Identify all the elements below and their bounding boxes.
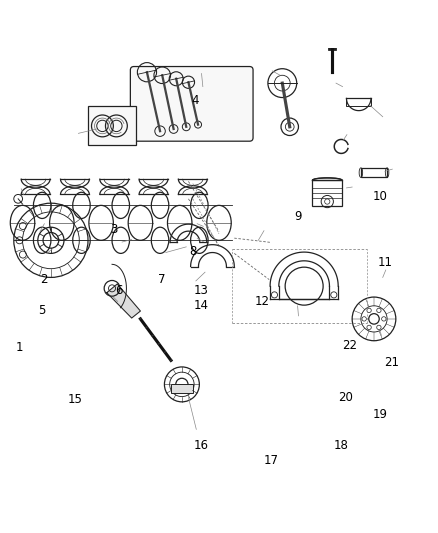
Text: 1: 1 <box>15 341 23 354</box>
Bar <box>171 384 193 393</box>
Text: 7: 7 <box>159 273 166 286</box>
Text: 9: 9 <box>294 210 301 223</box>
Text: 2: 2 <box>41 273 48 286</box>
Text: 12: 12 <box>255 295 270 308</box>
Text: 22: 22 <box>343 338 357 352</box>
FancyBboxPatch shape <box>131 67 253 141</box>
Text: 19: 19 <box>373 408 388 422</box>
Bar <box>361 168 387 177</box>
Text: 20: 20 <box>338 391 353 404</box>
Text: 6: 6 <box>115 284 122 297</box>
Bar <box>328 45 336 50</box>
Text: 4: 4 <box>191 94 199 107</box>
Text: 17: 17 <box>264 454 279 467</box>
Text: 5: 5 <box>39 304 46 317</box>
Bar <box>346 99 371 106</box>
Text: 11: 11 <box>378 256 392 269</box>
Text: 18: 18 <box>334 439 349 452</box>
Text: 3: 3 <box>110 223 118 236</box>
Bar <box>312 180 342 206</box>
Text: 10: 10 <box>373 190 388 203</box>
Text: 13: 13 <box>194 284 209 297</box>
Polygon shape <box>107 284 141 318</box>
Bar <box>88 106 136 145</box>
Text: 8: 8 <box>189 245 197 258</box>
Text: 16: 16 <box>194 439 209 452</box>
Text: 14: 14 <box>194 300 209 312</box>
Text: 21: 21 <box>384 356 399 369</box>
Text: 15: 15 <box>67 393 82 406</box>
